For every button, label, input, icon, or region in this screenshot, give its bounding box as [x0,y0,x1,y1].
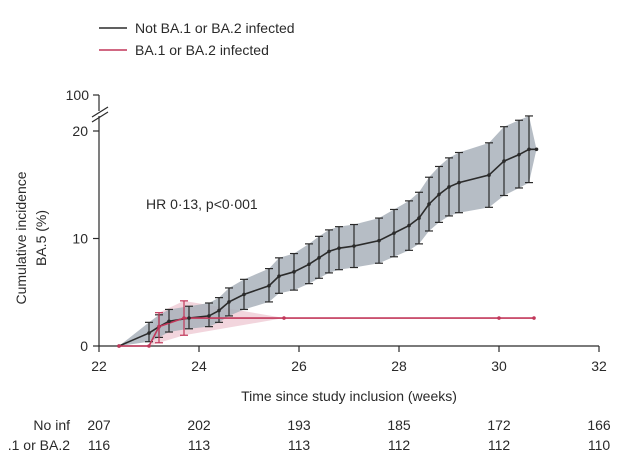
legend-label-infected: BA.1 or BA.2 infected [135,42,269,58]
data-point [207,314,211,318]
risk-row-value: 202 [187,417,211,433]
data-point [217,308,221,313]
risk-row-value: 207 [87,417,111,433]
risk-row-value: 116 [88,437,111,453]
data-point [447,185,451,189]
data-point [187,316,191,320]
data-point [157,324,161,329]
data-point [337,246,341,250]
data-point [147,344,151,348]
risk-row-value: 113 [188,437,211,453]
x-tick-label: 32 [591,358,607,374]
data-point [227,300,231,304]
data-point [327,249,331,254]
data-point [532,316,536,320]
x-tick-label: 28 [391,358,407,374]
series-points [117,147,539,348]
y-axis-title-line-2: BA.5 (%) [33,210,49,266]
series-line-0 [118,148,537,347]
risk-row-value: 166 [587,417,611,433]
data-point [117,344,121,348]
data-point [277,274,281,278]
x-tick-label: 24 [191,358,207,374]
data-point [502,159,506,163]
legend-label-not-infected: Not BA.1 or BA.2 infected [135,20,295,36]
data-point [167,319,171,324]
y-tick-label: 20 [72,123,88,139]
data-point [527,147,531,152]
data-point [182,316,186,320]
data-point [427,202,431,206]
x-tick-label: 30 [491,358,507,374]
legend: Not BA.1 or BA.2 infected BA.1 or BA.2 i… [99,20,295,58]
data-point [392,231,396,235]
error-bars [145,115,533,344]
y-tick-label: 0 [80,338,88,354]
risk-row-label: .1 or BA.2 [8,437,70,453]
hazard-ratio-annotation: HR 0·13, p<0·001 [146,196,258,212]
y-tick-label: 10 [72,231,88,247]
confidence-bands [119,115,537,346]
data-point [517,152,521,157]
y-break-tick-label: 100 [66,87,90,103]
y-axis-break-mark-2 [91,111,109,123]
y-axis [91,94,109,346]
x-axis-ticks: 22 24 26 28 30 32 [91,346,607,374]
confidence-band-0 [119,115,537,346]
data-point [317,256,321,260]
data-point [242,292,246,297]
y-axis-break-mark [91,106,109,118]
risk-row-value: 113 [288,437,311,453]
data-point [307,262,311,267]
risk-row-value: 185 [387,417,411,433]
x-tick-label: 22 [91,358,107,374]
data-point [437,192,441,197]
data-point [267,284,271,288]
risk-row-value: 193 [287,417,311,433]
data-point [457,180,461,185]
data-point [352,244,356,248]
data-point [292,270,296,274]
data-point [147,331,151,335]
risk-row-value: 110 [588,437,611,453]
data-point [487,173,491,177]
data-point [282,316,286,320]
x-axis-title: Time since study inclusion (weeks) [241,388,457,404]
data-point [377,238,381,243]
risk-row-value: 112 [388,437,411,453]
risk-row-value: 172 [487,417,511,433]
y-axis-title-line-1: Cumulative incidence [13,171,29,304]
risk-row-value: 112 [488,437,511,453]
data-point [407,223,411,228]
x-tick-label: 26 [291,358,307,374]
number-at-risk-table: No inf 207 202 193 185 172 166 .1 or BA.2 116 113… [8,417,611,453]
data-point [534,147,539,152]
data-point [417,216,421,220]
data-point [497,316,501,320]
risk-row-label: No inf [33,417,70,433]
y-axis-ticks: 0 10 20 [72,123,99,354]
